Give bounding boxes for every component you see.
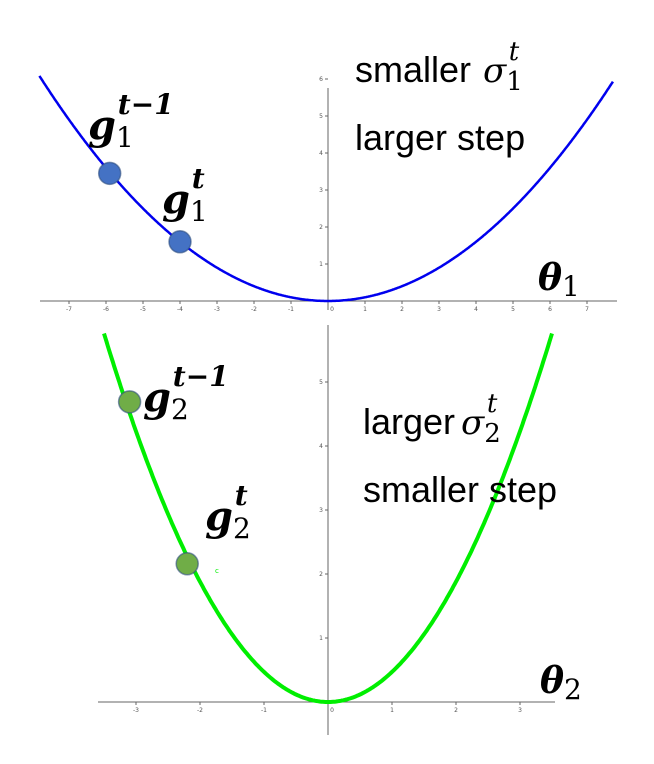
note-larger-word: larger bbox=[363, 401, 455, 442]
x-tick-label: 6 bbox=[548, 306, 552, 313]
parabola-curve bbox=[38, 75, 614, 303]
g2-curr-superscript: t bbox=[235, 479, 248, 512]
x-tick-label: -7 bbox=[66, 306, 72, 313]
gradient-point bbox=[175, 552, 199, 576]
sigma2-subscript: 2 bbox=[484, 419, 501, 449]
note-smaller-step: smaller step bbox=[363, 469, 557, 510]
g1-curr-base: g bbox=[162, 176, 190, 223]
x-tick-label: 4 bbox=[474, 306, 478, 313]
theta2-subscript: 2 bbox=[564, 673, 582, 706]
y-tick-label: 1 bbox=[319, 635, 323, 642]
g2-curr-subscript: 2 bbox=[233, 512, 251, 545]
g1-prev-label: g1t−1 bbox=[88, 88, 174, 154]
point-tag: c bbox=[215, 567, 219, 575]
x-tick-label: -3 bbox=[214, 306, 220, 313]
gradient-point bbox=[97, 161, 122, 186]
sigma2-base: σ bbox=[461, 403, 485, 443]
sigma1-subscript: 1 bbox=[506, 67, 523, 97]
parabola-curve bbox=[102, 332, 554, 704]
g1-curr-superscript: t bbox=[192, 162, 205, 195]
x-tick-label: 0 bbox=[330, 707, 334, 714]
y-tick-label: 1 bbox=[319, 261, 323, 268]
y-tick-label: 5 bbox=[319, 379, 323, 386]
y-tick-label: 5 bbox=[319, 113, 323, 120]
x-tick-label: -4 bbox=[177, 306, 183, 313]
g2-curr-base: g bbox=[205, 493, 233, 540]
g2-prev-superscript: t−1 bbox=[173, 360, 229, 393]
g2-prev-subscript: 2 bbox=[171, 393, 189, 426]
gradient-point bbox=[168, 230, 192, 254]
x-tick-label: 1 bbox=[363, 306, 367, 313]
x-tick-label: -6 bbox=[103, 306, 109, 313]
y-tick-label: 3 bbox=[319, 187, 323, 194]
x-tick-label: 7 bbox=[585, 306, 589, 313]
bottom-plot: -3 -2 -1 0 1 2 3 1 2 3 4 5 bbox=[98, 325, 555, 735]
x-tick-label: -1 bbox=[261, 707, 267, 714]
x-tick-label: 1 bbox=[390, 707, 394, 714]
theta1-axis-label: θ1 bbox=[538, 257, 580, 303]
x-tick-label: -1 bbox=[288, 306, 294, 313]
x-tick-label: -2 bbox=[251, 306, 257, 313]
y-tick-label: 6 bbox=[319, 76, 323, 83]
x-tick-label: -3 bbox=[133, 707, 139, 714]
x-tick-label: -5 bbox=[140, 306, 146, 313]
theta1-subscript: 1 bbox=[562, 270, 580, 303]
g2-prev-base: g bbox=[143, 374, 171, 421]
g2-curr-label: g2t bbox=[205, 479, 251, 545]
note-smaller-word: smaller bbox=[355, 49, 471, 90]
y-tick-label: 4 bbox=[319, 150, 323, 157]
x-tick-label: 3 bbox=[437, 306, 441, 313]
g1-prev-superscript: t−1 bbox=[118, 88, 174, 121]
gradient-point bbox=[117, 390, 142, 414]
g1-prev-base: g bbox=[88, 102, 116, 149]
x-tick-label: 5 bbox=[511, 306, 515, 313]
sigma1-base: σ bbox=[483, 51, 507, 91]
note-smaller-sigma1: smaller σ1t bbox=[355, 37, 523, 97]
x-tick-label: 0 bbox=[330, 306, 334, 313]
sigma1-superscript: t bbox=[509, 37, 520, 67]
note-larger-sigma2: larger σ2t bbox=[363, 389, 501, 449]
x-tick-label: 2 bbox=[400, 306, 404, 313]
g1-curr-label: g1t bbox=[162, 162, 208, 228]
g1-prev-subscript: 1 bbox=[116, 121, 134, 154]
x-tick-label: 2 bbox=[454, 707, 458, 714]
theta2-base: θ bbox=[540, 660, 564, 702]
x-tick-label: 3 bbox=[518, 707, 522, 714]
y-tick-label: 2 bbox=[319, 224, 323, 231]
y-tick-label: 2 bbox=[319, 571, 323, 578]
note-larger-step: larger step bbox=[355, 117, 525, 158]
y-tick-label: 3 bbox=[319, 507, 323, 514]
theta2-axis-label: θ2 bbox=[540, 660, 582, 706]
g2-prev-label: g2t−1 bbox=[143, 360, 229, 426]
x-tick-label: -2 bbox=[197, 707, 203, 714]
g1-curr-subscript: 1 bbox=[190, 195, 208, 228]
y-tick-label: 4 bbox=[319, 443, 323, 450]
sigma2-superscript: t bbox=[487, 389, 498, 419]
theta1-base: θ bbox=[538, 257, 562, 299]
